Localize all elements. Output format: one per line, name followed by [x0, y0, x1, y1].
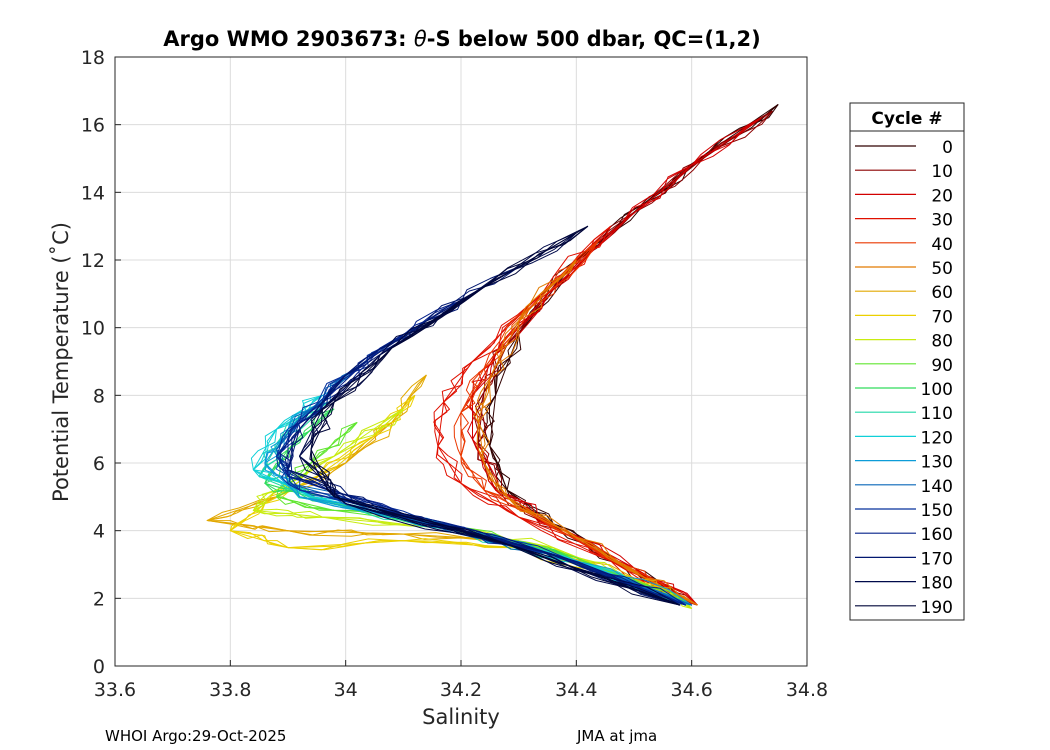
x-tick-label: 33.6: [94, 679, 136, 701]
legend-label: 130: [921, 453, 953, 473]
y-tick-label: 18: [81, 47, 105, 69]
legend-label: 0: [942, 138, 953, 158]
footer-left: WHOI Argo:29-Oct-2025: [105, 727, 286, 745]
legend-title: Cycle #: [871, 109, 942, 129]
y-tick-label: 2: [93, 588, 105, 610]
legend-label: 160: [921, 525, 953, 545]
legend-label: 50: [931, 259, 953, 279]
series-line-40: [460, 239, 692, 606]
x-tick-label: 34.4: [555, 679, 597, 701]
x-tick-label: 34.8: [786, 679, 828, 701]
legend-label: 40: [931, 235, 953, 255]
series-line-50: [476, 259, 698, 606]
series-line-30: [433, 225, 698, 606]
series-layer: [206, 103, 779, 609]
footer-right: JMA at jma: [576, 727, 657, 745]
legend-label: 190: [921, 598, 953, 618]
series-line-120: [250, 394, 692, 606]
y-tick-label: 4: [93, 521, 105, 543]
y-axis-ticks: 0 2 4 6 8 10 12 14 16 18: [81, 47, 121, 678]
series-line-0: [488, 104, 779, 606]
y-axis-label: Potential Temperature (˚C): [49, 222, 73, 502]
legend-label: 10: [931, 162, 953, 182]
legend-label: 180: [921, 574, 953, 594]
series-190: [309, 225, 681, 606]
series-line-190: [310, 225, 681, 606]
legend-label: 30: [931, 211, 953, 231]
series-line-170: [287, 266, 681, 606]
legend-label: 100: [921, 380, 953, 400]
chart-title: Argo WMO 2903673: θ-S below 500 dbar, QC…: [163, 27, 760, 51]
series-90: [276, 421, 692, 606]
legend-box: [849, 102, 965, 621]
series-50: [473, 259, 698, 606]
legend-label: 110: [921, 404, 953, 424]
series-line-80: [252, 408, 693, 609]
legend-label: 60: [931, 283, 953, 303]
series-line-150: [276, 333, 687, 606]
legend: Cycle # 0 10 20 30 40 50 60 70 80 90 100 110 120 130 1…: [849, 102, 965, 621]
legend-label: 80: [931, 332, 953, 352]
y-tick-label: 16: [81, 115, 105, 137]
y-tick-label: 10: [81, 318, 105, 340]
x-tick-label: 33.8: [209, 679, 251, 701]
x-axis-label: Salinity: [422, 705, 500, 729]
legend-label: 20: [931, 186, 953, 206]
y-tick-label: 12: [81, 250, 105, 272]
legend-label: 90: [931, 356, 953, 376]
series-line-190: [310, 225, 681, 606]
legend-label: 70: [931, 307, 953, 327]
y-tick-label: 14: [81, 182, 105, 204]
x-tick-label: 34.6: [671, 679, 713, 701]
x-axis-ticks: 33.6 33.8 34 34.2 34.4 34.6 34.8: [94, 660, 828, 701]
series-line-90: [276, 421, 692, 606]
y-tick-label: 8: [93, 385, 105, 407]
x-tick-label: 34: [334, 679, 358, 701]
legend-entries: 0 10 20 30 40 50 60 70 80 90 100 110 120 130 140 150 160…: [855, 138, 953, 618]
x-tick-label: 34.2: [440, 679, 482, 701]
y-tick-label: 6: [93, 453, 105, 475]
legend-label: 140: [921, 477, 953, 497]
series-120: [250, 394, 692, 606]
series-line-60: [206, 374, 692, 606]
legend-label: 170: [921, 549, 953, 569]
legend-label: 150: [921, 501, 953, 521]
legend-label: 120: [921, 428, 953, 448]
y-tick-label: 0: [93, 656, 105, 678]
